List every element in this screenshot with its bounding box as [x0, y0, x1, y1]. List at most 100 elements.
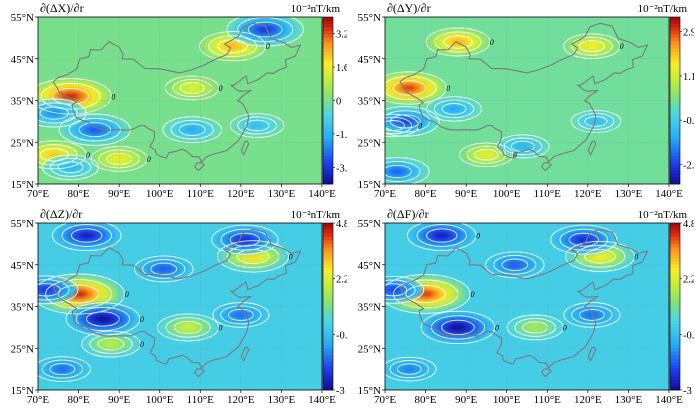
contour-ring: [165, 317, 211, 338]
contour-ring: [41, 154, 100, 181]
x-tick-label: 110°E: [534, 394, 561, 406]
contour-lines: [385, 27, 622, 184]
contour-ring: [578, 308, 605, 321]
x-tick-label: 80°E: [415, 188, 437, 200]
contour-ring: [571, 305, 613, 325]
contour-ring: [443, 35, 473, 49]
contour-ring: [522, 321, 549, 334]
contour-ring: [70, 228, 103, 243]
contour-ring: [441, 319, 475, 336]
panel-dx: 0 0 0 0 0 70°E 80°E 90°E 100°E 110°E 120°E 130°E 140…: [0, 0, 347, 206]
contour-ring: [244, 119, 270, 132]
x-tick-label: 70°E: [374, 394, 396, 406]
x-tick-label: 100°E: [146, 188, 174, 200]
contour-ring: [420, 310, 496, 345]
y-tick-label: 35°N: [358, 96, 381, 108]
colorbar-tick-label: 1.1: [683, 72, 694, 83]
contour-ring: [49, 363, 76, 376]
x-tick-label: 130°E: [268, 394, 296, 406]
panel-title: ∂(ΔX)/∂r: [40, 1, 84, 15]
x-tick-label: 90°E: [455, 188, 477, 200]
panel-dz: 0 0 0 0 0 70°E 80°E 90°E 100°E 110°E 120°E 130°E 140…: [0, 206, 347, 412]
contour-ring: [396, 363, 422, 375]
x-tick-label: 100°E: [493, 188, 521, 200]
y-tick-label: 25°N: [11, 137, 34, 149]
x-tick-label: 120°E: [574, 188, 602, 200]
contour-ring: [142, 259, 186, 279]
anomaly-negative: [231, 114, 283, 137]
contour-ring: [503, 137, 543, 156]
x-tick-label: 140°E: [308, 394, 336, 406]
x-tick-label: 100°E: [493, 394, 521, 406]
contour-ring: [385, 71, 447, 105]
colorbar-tick-label: -3: [336, 386, 345, 397]
y-tick-label: 35°N: [11, 96, 34, 108]
colorbar-tick-label: 0: [336, 97, 341, 108]
china-boundary: [399, 22, 649, 172]
contour-ring: [38, 356, 91, 382]
y-tick-label: 35°N: [358, 302, 381, 314]
contour-zero-label: 0: [563, 323, 567, 332]
x-tick-label: 90°E: [108, 394, 130, 406]
contour-ring: [216, 240, 290, 273]
y-tick-label: 55°N: [11, 12, 34, 24]
contour-zero-label: 0: [86, 151, 90, 160]
contour-ring: [392, 80, 427, 96]
contour-zero-label: 0: [111, 92, 115, 101]
colorbar-tick-label: -1.6: [336, 130, 347, 141]
colorbar-unit: 10⁻²nT/km: [291, 209, 341, 221]
contour-ring: [75, 306, 131, 332]
contour-ring: [211, 224, 279, 255]
colorbar-unit: 10⁻²nT/km: [291, 3, 341, 15]
contour-ring: [514, 317, 556, 337]
contour-ring: [385, 157, 430, 184]
y-tick-label: 15°N: [11, 179, 34, 191]
colorbar-tick-label: 1.6: [336, 63, 347, 74]
contour-ring: [57, 161, 84, 174]
contour-ring: [57, 284, 100, 304]
colorbar-tick-label: -0.4: [683, 330, 694, 341]
y-tick-label: 15°N: [358, 179, 381, 191]
contour-ring: [170, 119, 214, 140]
x-tick-label: 140°E: [308, 188, 336, 200]
contour-ring: [584, 249, 616, 264]
contour-zero-label: 0: [219, 84, 223, 93]
contour-ring: [229, 232, 261, 247]
contour-ring: [389, 114, 421, 129]
y-tick-label: 55°N: [358, 12, 381, 24]
contour-ring: [426, 96, 482, 122]
x-tick-label: 90°E: [455, 394, 477, 406]
anomaly-negative: [552, 225, 616, 254]
contour-ring: [565, 240, 635, 272]
china-boundary: [52, 22, 302, 172]
x-tick-label: 90°E: [108, 188, 130, 200]
x-tick-label: 80°E: [68, 188, 90, 200]
contour-zero-label: 0: [495, 323, 499, 332]
anomaly-positive: [166, 76, 218, 100]
anomaly-positive: [427, 28, 489, 56]
contour-lines: [38, 17, 304, 181]
colorbar-tick-label: -0.7: [683, 116, 694, 127]
contour-ring: [570, 109, 622, 133]
contour-zero-label: 0: [289, 252, 293, 261]
colorbar: [322, 16, 334, 185]
contour-ring: [559, 228, 609, 251]
x-tick-label: 140°E: [655, 188, 683, 200]
contour-ring: [459, 142, 514, 168]
contour-ring: [389, 360, 430, 379]
anomaly-negative: [38, 357, 90, 381]
anomaly-negative: [385, 357, 435, 381]
contour-zero-label: 0: [620, 42, 624, 51]
contour-ring: [574, 245, 626, 268]
contour-ring: [229, 113, 285, 138]
panel-df: 0 0 0 0 0 70°E 80°E 90°E 100°E 110°E 120°E 130°E 140…: [347, 206, 694, 412]
y-tick-label: 15°N: [11, 385, 34, 397]
contour-ring: [385, 275, 425, 304]
x-tick-label: 110°E: [187, 188, 214, 200]
anomaly-negative: [408, 223, 475, 250]
x-tick-label: 100°E: [146, 394, 174, 406]
anomaly-positive: [508, 315, 562, 340]
y-tick-label: 45°N: [358, 260, 381, 272]
x-tick-label: 120°E: [227, 394, 255, 406]
contour-ring: [385, 106, 440, 137]
